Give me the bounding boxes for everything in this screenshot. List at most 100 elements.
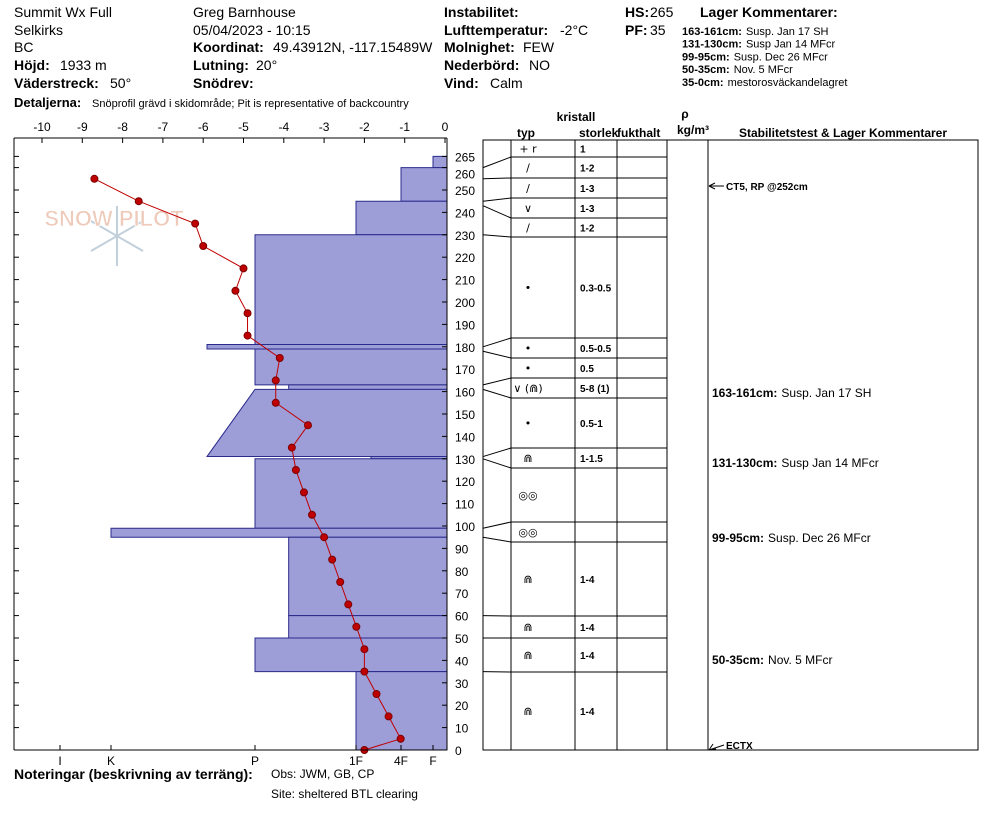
y-tick-label: 70	[455, 587, 469, 601]
airtemp-field: Lufttemperatur: -2°C	[444, 22, 588, 38]
layer-connector	[482, 536, 512, 543]
y-tick-label: 260	[455, 168, 475, 182]
crystal-type: •	[525, 362, 532, 375]
x-tick-label: 0	[442, 120, 449, 134]
observer: Greg Barnhouse	[193, 4, 296, 20]
layer-comment: 99-95cm: Susp. Dec 26 MFcr	[682, 51, 828, 63]
layer-connector	[482, 177, 512, 180]
crystal-size: 1-3	[580, 184, 595, 195]
temperature-point	[134, 197, 143, 206]
text: Susp. Dec 26 MFcr	[734, 51, 828, 63]
y-tick-label: 110	[455, 498, 474, 512]
crystal-size: 1-2	[580, 224, 595, 235]
table-frame	[482, 139, 979, 751]
x-tick-label: -7	[158, 120, 169, 134]
x-tick-label: -9	[77, 120, 88, 134]
text: Susp. Jan 17 SH	[746, 26, 829, 38]
value: 20°	[256, 57, 277, 73]
hardness-tick-label: P	[251, 754, 259, 768]
stability-test: ECTX	[726, 741, 753, 752]
label: Lutning:	[193, 57, 249, 73]
layer-comment: 131-130cm: Susp Jan 14 MFcr	[682, 39, 836, 51]
layer-comment: 50-35cm: Nov. 5 MFcr	[682, 64, 793, 76]
layer-note: 99-95cm: Susp. Dec 26 MFcr	[712, 531, 871, 545]
y-tick-label: 40	[455, 654, 469, 668]
crystal-type: ⋒	[523, 452, 532, 465]
hardness-tick-label: I	[58, 754, 61, 768]
crystal-type: ∕	[526, 182, 530, 195]
x-tick-label: -5	[238, 120, 249, 134]
crystal-size: 1-1.5	[580, 454, 603, 465]
text: Susp. Jan 17 SH	[781, 386, 871, 400]
crystal-size: 1-4	[580, 651, 595, 662]
hardness-bar	[288, 384, 448, 390]
layer-comment: 163-161cm: Susp. Jan 17 SH	[682, 26, 829, 38]
x-tick-label: -3	[319, 120, 330, 134]
crystal-type: ⋒	[523, 705, 532, 718]
y-tick-label: 100	[455, 520, 475, 534]
label: 99-95cm:	[712, 531, 764, 545]
crystal-type: ∨	[524, 202, 532, 215]
layer-note: 50-35cm: Nov. 5 MFcr	[712, 653, 832, 667]
label: 131-130cm:	[682, 39, 742, 51]
crystal-size: 0.5-0.5	[580, 344, 612, 355]
y-tick-label: 170	[455, 363, 475, 377]
label: 131-130cm:	[712, 456, 777, 470]
label: Höjd:	[14, 57, 50, 73]
layer-comments: 163-161cm: Susp. Jan 17 SH 131-130cm: Susp …	[682, 26, 847, 89]
crystal-size: 5-8 (1)	[580, 384, 609, 395]
layer-connector	[482, 388, 512, 399]
hardness-tick-label: K	[107, 754, 115, 768]
crystal-type: ◎◎	[518, 489, 537, 502]
y-tick-label: 200	[455, 296, 475, 310]
layer-connector	[482, 337, 512, 348]
plot: -10 -9 -8 -7 -6 -5 -4 -3 -2 -1 0010203040506070809…	[13, 120, 475, 768]
y-tick-label: 160	[455, 386, 475, 400]
crystal-type: ∕	[526, 222, 530, 235]
hardness-tick-label: F	[429, 754, 436, 768]
temperature-point	[199, 242, 208, 250]
y-tick-label: 10	[455, 722, 469, 736]
hardness-bar	[254, 637, 448, 673]
crystal-size: 0.3-0.5	[580, 284, 612, 295]
value: 265	[650, 4, 674, 20]
temperature-point	[360, 645, 369, 654]
header: Summit Wx Full Selkirks BC Höjd: 1933 m V…	[14, 4, 847, 110]
table-header: kg/m³	[677, 123, 709, 137]
y-tick-label: 120	[455, 475, 475, 489]
table-header: kristall	[557, 110, 596, 124]
site-note: Site: sheltered BTL clearing	[271, 787, 418, 801]
region: BC	[14, 39, 33, 55]
stability-test: CT5, RP @252cm	[726, 182, 808, 193]
footer: Noteringar (beskrivning av terräng): Obs…	[14, 766, 418, 801]
value: 1933 m	[60, 57, 107, 73]
crystal-size: 1-4	[580, 623, 595, 634]
table-header: fukthalt	[617, 126, 660, 140]
details-field: Detaljerna: Snöprofil grävd i skidområde;…	[14, 95, 409, 110]
temperature-point	[90, 174, 99, 183]
temperature-point	[336, 578, 345, 586]
y-tick-label: 180	[455, 341, 475, 355]
value: 35	[650, 22, 666, 38]
y-tick-label: 220	[455, 251, 475, 265]
temperature-point	[384, 712, 393, 721]
range: Selkirks	[14, 22, 63, 38]
temperature-point	[308, 510, 317, 519]
pf-field: PF: 35	[625, 22, 666, 38]
text: Susp Jan 14 MFcr	[746, 39, 836, 51]
hardness-bar	[254, 348, 448, 386]
sky-field: Molnighet: FEW	[444, 39, 555, 55]
temperature-point	[275, 354, 284, 362]
logo: SNOW PILOT	[44, 206, 185, 266]
drift-label: Snödrev:	[193, 75, 254, 91]
temperature-point	[372, 690, 381, 698]
crystal-type: ∕	[526, 162, 530, 175]
layer-connector	[482, 156, 512, 169]
hardness-bar	[288, 615, 448, 639]
y-tick-label: 240	[455, 206, 475, 220]
temperature-point	[287, 443, 296, 452]
crystal-size: 1-4	[580, 707, 595, 718]
label: 35-0cm:	[682, 77, 724, 89]
